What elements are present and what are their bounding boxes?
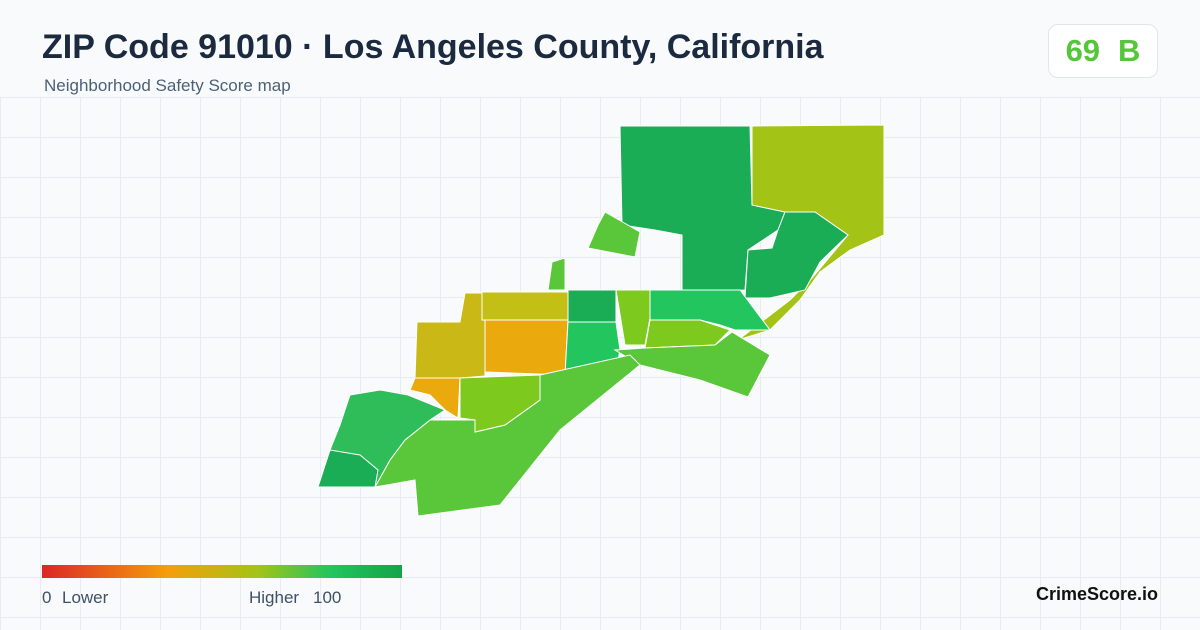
- legend-max: 100: [313, 588, 342, 607]
- region: [567, 289, 617, 323]
- region: [484, 319, 569, 376]
- region: [613, 331, 771, 398]
- region: [547, 257, 566, 291]
- score-badge: 69 B: [1048, 24, 1158, 78]
- region: [481, 291, 569, 321]
- legend-gradient: [42, 565, 402, 578]
- title: ZIP Code 91010 · Los Angeles County, Cal…: [42, 28, 824, 66]
- region: [615, 289, 651, 346]
- legend-min-label: Lower: [62, 588, 109, 607]
- subtitle: Neighborhood Safety Score map: [44, 76, 291, 95]
- region: [459, 374, 541, 433]
- legend-max-label: Higher: [249, 588, 300, 607]
- region: [644, 319, 731, 349]
- region: [317, 449, 379, 488]
- brand: CrimeScore.io: [1035, 584, 1158, 604]
- score-grade: B: [1118, 33, 1141, 68]
- region: [414, 292, 486, 379]
- region: [587, 211, 641, 258]
- legend-min: 0: [42, 588, 52, 607]
- score-value: 69: [1065, 33, 1101, 68]
- region: [744, 211, 849, 299]
